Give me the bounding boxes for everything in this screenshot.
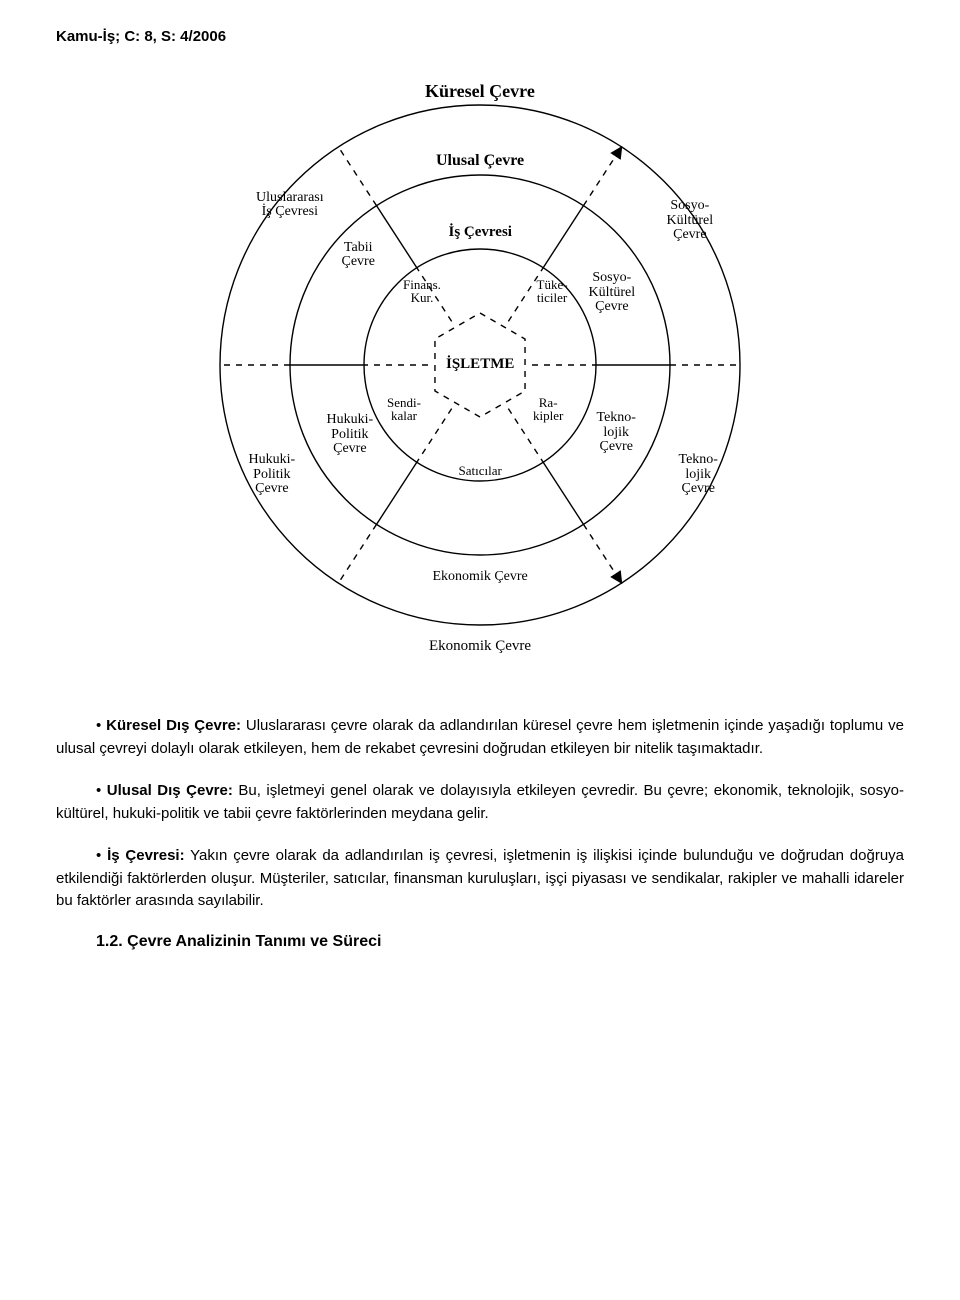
diagram-label: Hukuki- Politik Çevre [327,413,374,457]
page: Kamu-İş; C: 8, S: 4/2006 Küresel Çevre Ul… [0,0,960,1300]
lead-kuresel: Küresel Dış Çevre: [106,717,241,734]
diagram-label: Ekonomik Çevre [429,639,531,655]
diagram-label: Satıcılar [459,464,502,478]
diagram-label: Sosyo- Kültürel Çevre [667,199,714,243]
lead-is: İş Çevresi: [107,847,185,864]
diagram-label: Tekno- lojik Çevre [597,411,636,455]
diagram-label: İŞLETME [446,357,514,373]
diagram-label: Sendi- kalar [387,396,421,423]
diagram-label: Ulusal Çevre [436,153,524,170]
body-text: • Küresel Dış Çevre: Uluslararası çevre … [56,715,904,951]
para-kuresel: • Küresel Dış Çevre: Uluslararası çevre … [56,715,904,760]
lead-ulusal: Ulusal Dış Çevre: [107,782,233,799]
diagram-label: Tabii Çevre [342,241,375,270]
diagram-label: Tüke- ticiler [537,278,568,305]
page-header: Kamu-İş; C: 8, S: 4/2006 [56,28,904,45]
diagram-label: İş Çevresi [449,225,512,241]
section-heading: 1.2. Çevre Analizinin Tanımı ve Süreci [56,933,904,951]
diagram-label: Sosyo- Kültürel Çevre [589,271,636,315]
bullet-glyph: • [96,847,101,864]
bullet-glyph: • [96,717,101,734]
bullet-glyph: • [96,782,101,799]
environment-diagram: Küresel Çevre Ulusal Çevre İş Çevresi Ekono… [160,55,800,675]
diagram-label: Tekno- lojik Çevre [679,453,718,497]
diagram-label: Hukuki- Politik Çevre [249,453,296,497]
diagram-label: Küresel Çevre [425,82,535,101]
para-ulusal: • Ulusal Dış Çevre: Bu, işletmeyi genel … [56,780,904,825]
diagram-label: Ekonomik Çevre [433,570,528,585]
diagram-label: Finans. Kur. [403,278,441,305]
para-is: • İş Çevresi: Yakın çevre olarak da adla… [56,845,904,913]
diagram-label: Ra- kipler [533,396,563,423]
diagram-label: Uluslararası İş Çevresi [256,191,324,220]
